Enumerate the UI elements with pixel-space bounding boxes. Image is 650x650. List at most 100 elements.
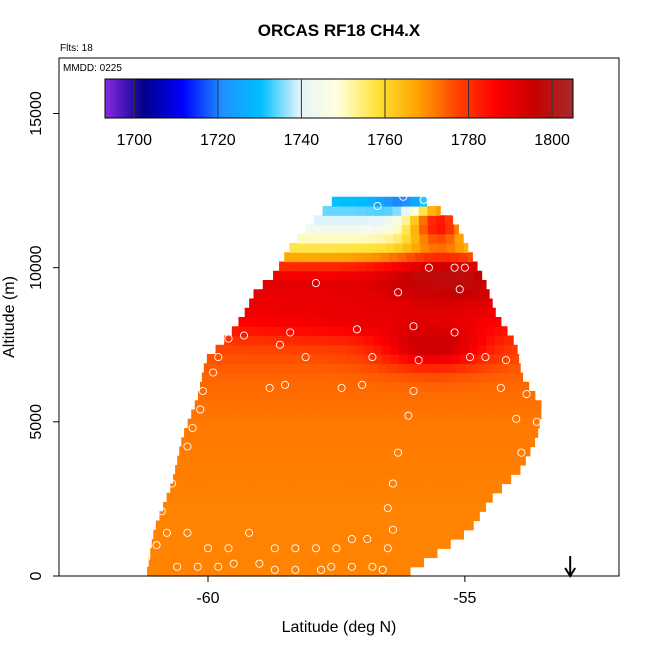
heatmap-cell — [371, 326, 381, 337]
heatmap-cell — [375, 196, 385, 207]
heatmap-cell — [400, 381, 411, 392]
heatmap-cell — [262, 465, 272, 475]
heatmap-cell — [405, 418, 416, 429]
heatmap-cell — [410, 196, 420, 207]
heatmap-cell — [489, 492, 493, 503]
colorbar-segment — [163, 79, 167, 118]
heatmap-cell — [233, 354, 243, 364]
heatmap-cell — [439, 539, 450, 549]
heatmap-cell — [491, 317, 502, 327]
heatmap-cell — [448, 363, 458, 374]
heatmap-cell — [307, 548, 317, 559]
colorbar-segment — [529, 79, 533, 118]
heatmap-cell — [281, 455, 292, 466]
heatmap-cell — [430, 317, 440, 327]
colorbar-segment — [154, 79, 159, 118]
heatmap-cell — [361, 363, 371, 374]
heatmap-cell — [266, 418, 276, 429]
heatmap-cell — [348, 381, 358, 392]
heatmap-cell — [379, 418, 390, 429]
heatmap-cell — [264, 455, 274, 466]
heatmap-cell — [402, 492, 412, 503]
heatmap-cell — [295, 566, 305, 577]
colorbar-segment — [379, 79, 384, 118]
heatmap-cell — [357, 261, 367, 272]
heatmap-cell — [270, 289, 281, 300]
heatmap-cell — [470, 474, 480, 485]
heatmap-cell — [366, 261, 376, 272]
heatmap-cell — [404, 270, 414, 281]
heatmap-cell — [406, 326, 416, 337]
heatmap-cell — [187, 418, 197, 429]
heatmap-cell — [387, 363, 397, 374]
heatmap-cell — [297, 289, 307, 300]
heatmap-cell — [358, 224, 368, 235]
colorbar-segment — [341, 79, 346, 118]
heatmap-cell — [168, 511, 178, 522]
heatmap-cell — [433, 391, 444, 401]
heatmap-cell — [439, 270, 449, 281]
colorbar-segment — [137, 79, 141, 118]
heatmap-cell — [498, 372, 509, 383]
heatmap-cell — [206, 391, 217, 401]
heatmap-cell — [276, 391, 286, 401]
heatmap-cell — [336, 418, 346, 429]
heatmap-cell — [372, 344, 383, 355]
heatmap-cell — [232, 391, 243, 401]
sample-point — [316, 565, 326, 574]
heatmap-cell — [286, 474, 296, 485]
heatmap-cell — [427, 224, 438, 235]
heatmap-cell — [386, 400, 397, 411]
sample-point — [394, 288, 403, 297]
heatmap-cell — [380, 326, 390, 337]
heatmap-cell — [403, 511, 414, 522]
heatmap-cell — [174, 557, 185, 568]
heatmap-cell — [477, 502, 487, 512]
heatmap-cell — [454, 233, 464, 244]
colorbar-segment — [145, 79, 150, 118]
heatmap-cell — [343, 400, 353, 411]
heatmap-cell — [327, 483, 337, 494]
heatmap-cell — [202, 548, 212, 559]
heatmap-cell — [414, 418, 425, 429]
heatmap-cell — [381, 391, 391, 401]
heatmap-cell — [275, 298, 285, 309]
heatmap-cell — [249, 298, 259, 309]
heatmap-cell — [233, 344, 243, 355]
heatmap-cell — [292, 418, 302, 429]
heatmap-cell — [461, 381, 472, 392]
heatmap-cell — [182, 520, 192, 531]
heatmap-cell — [356, 474, 366, 485]
heatmap-cell — [486, 344, 496, 355]
heatmap-cell — [354, 252, 364, 263]
sample-point — [471, 229, 480, 238]
colorbar-segment — [107, 79, 112, 118]
heatmap-cell — [181, 474, 192, 485]
heatmap-cell — [411, 428, 421, 438]
heatmap-cell — [346, 344, 356, 355]
heatmap-cell — [348, 409, 358, 420]
colorbar-segment — [488, 79, 492, 118]
heatmap-cell — [230, 539, 240, 549]
heatmap-cell — [463, 307, 473, 318]
sample-point — [224, 334, 233, 343]
heatmap-cell — [465, 400, 475, 411]
heatmap-cell — [367, 280, 377, 290]
heatmap-cell — [347, 520, 358, 531]
x-tick-label: -55 — [453, 590, 476, 607]
heatmap-cell — [327, 418, 337, 429]
heatmap-cell — [440, 418, 451, 429]
heatmap-cell — [409, 206, 420, 216]
heatmap-cell — [364, 437, 375, 448]
heatmap-cell — [347, 566, 358, 577]
heatmap-cell — [503, 335, 514, 346]
heatmap-cell — [360, 455, 370, 466]
heatmap-cell — [288, 280, 299, 290]
heatmap-cell — [343, 363, 353, 374]
heatmap-cell — [509, 363, 519, 374]
heatmap-cell — [435, 520, 445, 531]
heatmap-cell — [163, 502, 173, 512]
heatmap-cell — [311, 391, 321, 401]
heatmap-cell — [496, 381, 507, 392]
heatmap-cell — [444, 520, 454, 531]
